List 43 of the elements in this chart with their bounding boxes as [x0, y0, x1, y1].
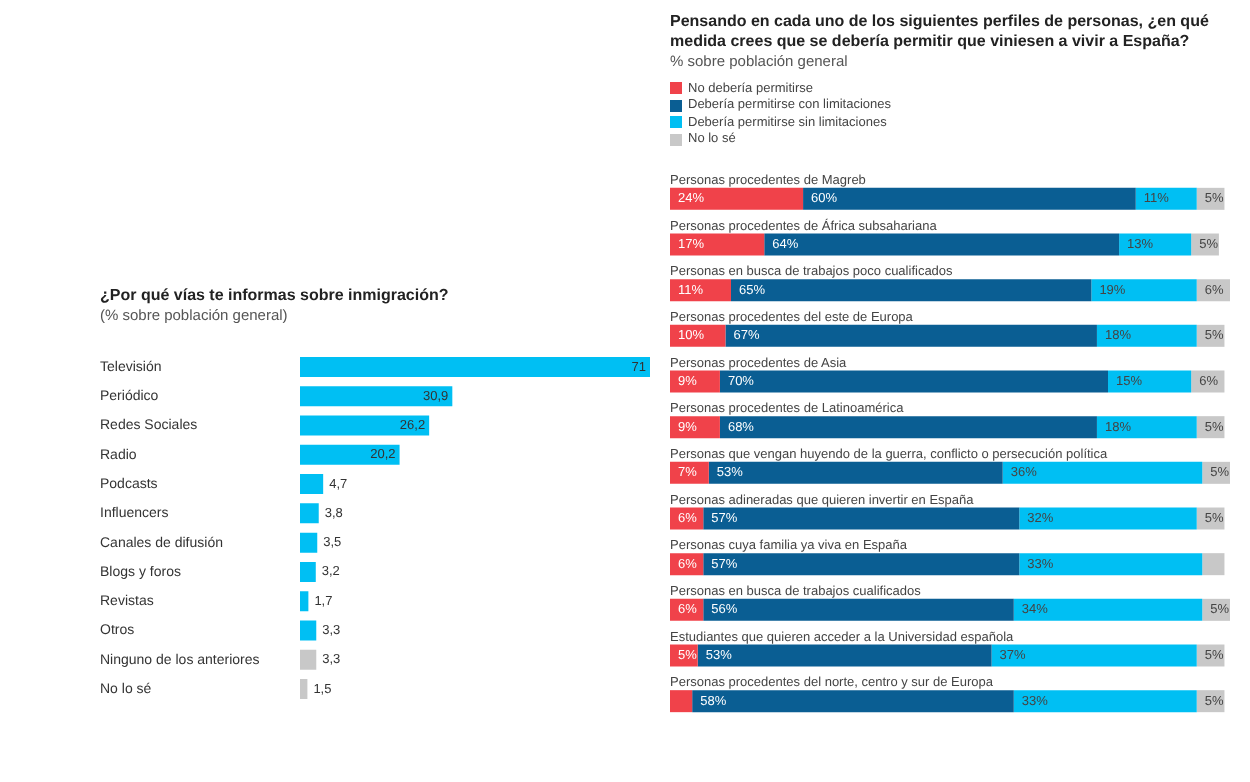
bar [1096, 324, 1197, 347]
bar [300, 474, 324, 495]
bar [719, 416, 1097, 439]
bar [300, 386, 453, 407]
bar [300, 503, 319, 524]
bar [1108, 370, 1192, 393]
bar [670, 187, 804, 210]
bar [1119, 233, 1192, 256]
bar [300, 649, 317, 670]
bar [300, 561, 316, 582]
bar [1019, 507, 1197, 530]
bar [1013, 690, 1197, 713]
bar [692, 690, 1014, 713]
bar [670, 233, 765, 256]
bar [300, 532, 318, 553]
bar [1096, 416, 1197, 439]
bar [708, 461, 1003, 484]
bar [300, 678, 308, 699]
chart-title: Pensando en cada uno de los siguientes perfiles de personas, ¿en qué medida crees que se debería permitir que viniesen a vivir a España? [670, 12, 1211, 52]
bar [300, 415, 430, 436]
bar [703, 553, 1020, 576]
chart-title: ¿Por qué vías te informas sobre inmigración? [100, 286, 451, 306]
bar [730, 279, 1092, 302]
bar [300, 620, 317, 641]
bar [764, 233, 1120, 256]
bar [697, 644, 992, 667]
bar [1091, 279, 1197, 302]
bar [803, 187, 1136, 210]
bar [300, 591, 309, 612]
bar [1135, 187, 1197, 210]
bar [1019, 553, 1203, 576]
bar [703, 598, 1014, 621]
bar [1002, 461, 1203, 484]
bar [719, 370, 1109, 393]
bar [1202, 553, 1225, 576]
bar [300, 357, 650, 378]
bar [725, 324, 1097, 347]
bar [991, 644, 1197, 667]
bar [670, 690, 693, 713]
bar [703, 507, 1020, 530]
bar [1013, 598, 1203, 621]
bar [300, 444, 400, 465]
bar [670, 279, 731, 302]
